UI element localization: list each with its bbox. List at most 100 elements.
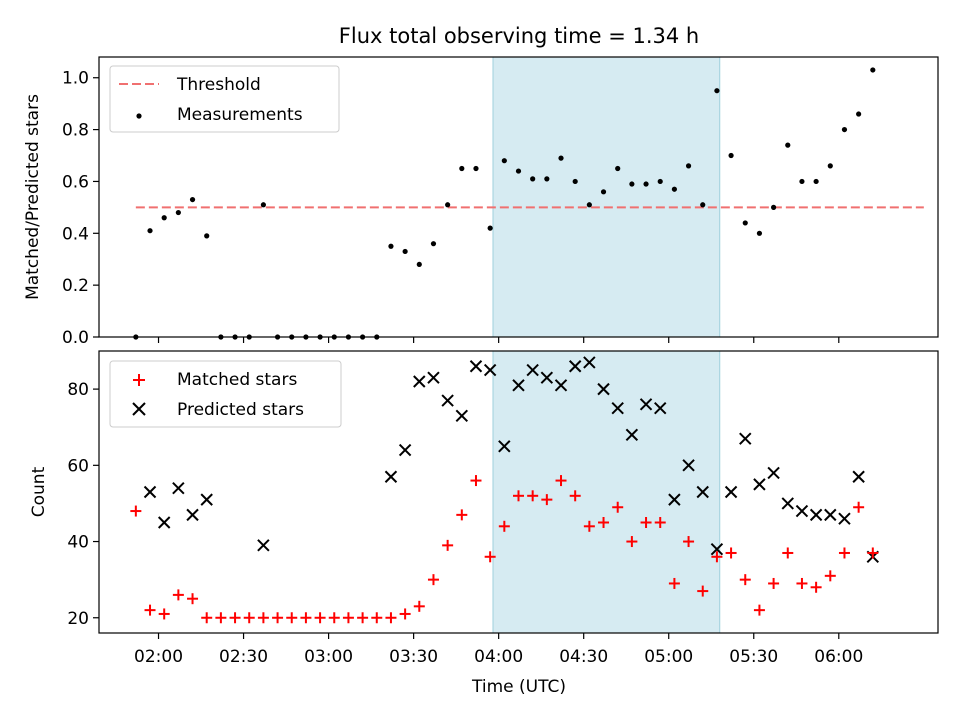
measurement-point [841, 126, 848, 133]
predicted-star-point [753, 478, 766, 491]
measurement-point [515, 168, 522, 174]
matched-star-point [456, 509, 468, 521]
predicted-star-point [809, 508, 823, 522]
chart-title: Flux total observing time = 1.34 h [339, 24, 699, 48]
matched-star-point [711, 551, 723, 563]
x-tick-label: 04:00 [474, 647, 523, 667]
predicted-star-point [398, 443, 412, 457]
predicted-star-point [710, 542, 724, 556]
matched-star-point [867, 547, 879, 559]
matched-star-point [810, 581, 822, 593]
predicted-star-point [554, 379, 568, 392]
legend-measurement-swatch [136, 113, 142, 119]
matched-star-point [782, 547, 794, 559]
predicted-star-point [724, 485, 738, 499]
measurement-point [388, 243, 394, 249]
predicted-star-point [186, 508, 199, 522]
top-y-tick-label: 0.0 [62, 328, 89, 348]
x-axis-label: Time (UTC) [471, 677, 566, 697]
matched-star-point [513, 490, 524, 502]
matched-star-point [753, 604, 765, 616]
predicted-star-point [498, 440, 511, 453]
legend-matched-swatch [133, 374, 145, 386]
predicted-star-point [540, 371, 554, 384]
matched-star-point [498, 520, 510, 532]
predicted-star-point [441, 394, 454, 407]
matched-star-point [300, 612, 312, 624]
measurement-point [558, 155, 564, 161]
x-tick-label: 05:00 [644, 647, 693, 667]
matched-star-point [399, 608, 411, 620]
legend-threshold-label: Threshold [176, 75, 261, 95]
measurement-point [785, 142, 791, 148]
legend-measurements-label: Measurements [177, 105, 303, 125]
predicted-star-point [257, 539, 270, 552]
predicted-star-point [654, 401, 667, 415]
matched-star-point [569, 490, 581, 502]
matched-star-point [130, 505, 142, 517]
matched-star-point [654, 516, 666, 528]
predicted-star-point [200, 493, 213, 506]
measurement-point [430, 241, 437, 247]
bottom-observing-window [492, 350, 721, 634]
predicted-star-point [384, 470, 398, 483]
measurement-point [204, 233, 210, 239]
measurement-point [544, 176, 550, 182]
measurement-point [643, 181, 649, 187]
top-y-axis-label: Matched/Predicted stars [23, 94, 43, 300]
top-y-axis: 0.0 0.2 0.4 0.6 0.8 1.0 [62, 69, 99, 348]
predicted-star-point [838, 512, 851, 525]
matched-star-point [144, 604, 156, 616]
matched-star-point [328, 612, 340, 624]
measurement-point [147, 228, 153, 234]
matched-star-point [583, 520, 595, 532]
matched-star-point [683, 536, 695, 548]
matched-star-point [286, 612, 298, 624]
measurement-point [685, 163, 692, 169]
matched-star-point [853, 501, 865, 513]
x-axis: 02:00 02:30 03:00 03:30 04:00 04:30 05:00 05:30… [134, 633, 863, 667]
matched-star-point [484, 551, 496, 563]
measurement-point [600, 189, 607, 195]
matched-star-point [272, 612, 284, 624]
x-tick-label: 03:30 [389, 647, 438, 667]
matched-star-point [442, 539, 454, 551]
measurement-point [657, 178, 663, 185]
matched-star-point [768, 577, 780, 589]
matched-star-point [555, 475, 567, 487]
predicted-star-point [413, 375, 426, 388]
measurement-point [402, 248, 408, 255]
predicted-star-point [526, 363, 539, 377]
x-tick-label: 02:00 [134, 647, 183, 667]
matched-star-point [612, 501, 624, 513]
x-tick-label: 03:00 [304, 647, 353, 667]
predicted-star-point [668, 493, 681, 506]
predicted-star-point [583, 356, 596, 369]
predicted-star-point [143, 485, 157, 499]
matched-star-point [201, 612, 213, 624]
measurement-point [487, 225, 493, 231]
predicted-star-point [767, 466, 780, 480]
predicted-stars-points [143, 356, 880, 563]
matched-star-point [541, 494, 553, 506]
top-y-tick-label: 0.4 [62, 224, 89, 244]
predicted-star-point [455, 409, 469, 422]
matched-star-point [215, 612, 227, 624]
measurement-point [161, 215, 167, 221]
bottom-y-tick-label: 80 [67, 380, 89, 400]
predicted-star-point [682, 459, 695, 472]
matched-star-point [257, 612, 269, 624]
matched-star-point [357, 612, 369, 624]
matched-star-point [187, 593, 199, 605]
matched-star-point [824, 570, 836, 582]
measurement-point [586, 202, 592, 208]
top-y-tick-label: 0.6 [62, 172, 89, 192]
matched-star-point [158, 608, 170, 620]
matched-star-point [527, 490, 539, 502]
predicted-star-point [568, 360, 582, 373]
predicted-star-point [157, 516, 171, 529]
bottom-legend: Matched stars Predicted stars [109, 360, 342, 428]
top-y-tick-label: 0.8 [62, 121, 89, 141]
measurement-point [728, 152, 734, 159]
